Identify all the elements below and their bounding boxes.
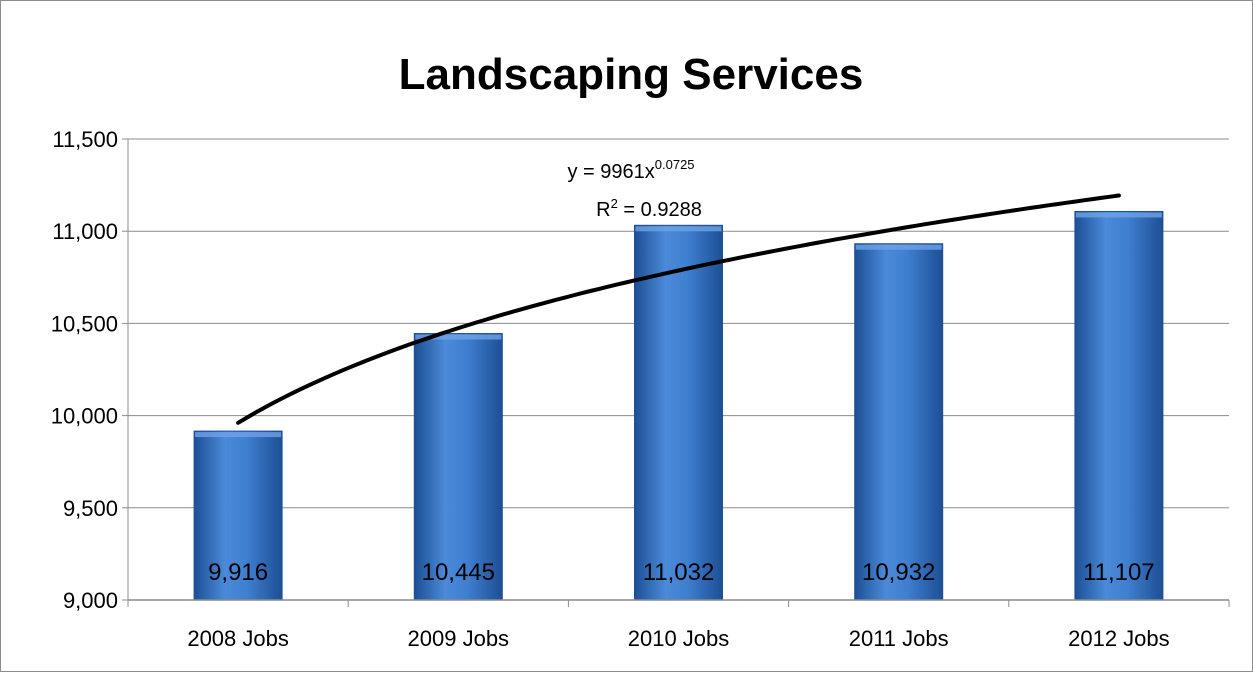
r-squared-superscript: 2 [611, 196, 618, 211]
data-label: 11,032 [643, 559, 715, 586]
x-category-label: 2012 Jobs [1068, 626, 1170, 651]
trendline [236, 193, 1121, 425]
trendline-group [236, 193, 1121, 425]
x-category-label: 2009 Jobs [408, 626, 510, 651]
bar-top-highlight [415, 334, 502, 340]
bar [634, 224, 723, 601]
bar-top-highlight [635, 226, 722, 232]
trendline-r-squared: R2 = 0.9288 [596, 196, 702, 221]
x-category-label: 2010 Jobs [628, 626, 730, 651]
bar [1074, 210, 1164, 601]
data-label: 10,445 [422, 559, 495, 586]
r-squared-symbol: R [596, 199, 610, 221]
data-label: 10,932 [862, 559, 935, 586]
y-tick-label: 11,000 [52, 219, 118, 244]
trendline-equation-exponent: 0.0725 [655, 157, 695, 172]
x-axis [127, 599, 1230, 607]
x-axis-categories: 2008 Jobs 2009 Jobs 2010 Jobs 2011 Jobs 2012… [187, 626, 1169, 651]
bar-top-highlight [855, 244, 942, 250]
bar [854, 243, 944, 601]
y-tick-label: 10,000 [51, 404, 118, 429]
data-label: 9,916 [208, 559, 268, 586]
y-tick-label: 11,500 [52, 127, 118, 152]
y-tick-label: 10,500 [51, 311, 118, 336]
y-axis-ticks: 9,000 9,500 10,000 10,500 11,000 11,500 [51, 127, 129, 613]
y-tick-label: 9,500 [63, 496, 118, 521]
trendline-equation: y = 9961x0.0725 [567, 157, 694, 183]
x-category-label: 2008 Jobs [187, 626, 289, 651]
bar-top-highlight [195, 432, 282, 438]
bar-top-highlight [1075, 212, 1162, 218]
r-squared-value: = 0.9288 [618, 199, 702, 221]
trendline-equation-base: y = 9961x [567, 161, 654, 183]
bars [193, 210, 1164, 601]
x-category-label: 2011 Jobs [849, 626, 949, 651]
bar [193, 430, 283, 601]
chart-title: Landscaping Services [399, 50, 864, 99]
y-tick-label: 9,000 [63, 588, 118, 613]
data-label: 11,107 [1083, 559, 1155, 586]
data-labels: 9,916 10,445 11,032 10,932 11,107 [208, 559, 1155, 586]
